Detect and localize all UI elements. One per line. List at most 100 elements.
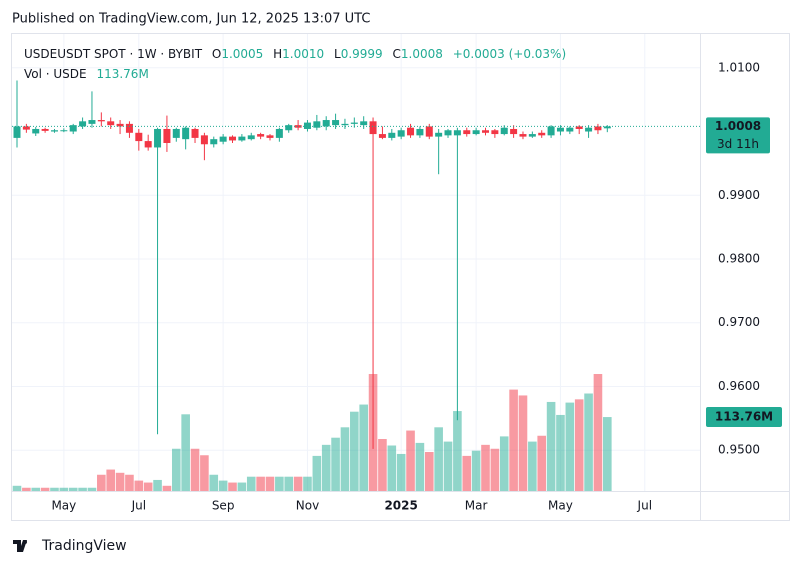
volume-bar [424, 452, 434, 491]
volume-layer [12, 374, 612, 491]
volume-bar [378, 439, 387, 491]
x-tick-label: 2025 [384, 499, 417, 513]
volume-bar [275, 476, 284, 491]
volume-bar [462, 455, 472, 491]
ohlc-value: 0.9999 [341, 47, 383, 61]
volume-bar [387, 445, 397, 491]
countdown: 3d 11h [717, 137, 759, 151]
candle-body [107, 121, 115, 126]
logo-text: TradingView [41, 538, 127, 554]
candle-body [463, 130, 471, 135]
volume-bar [518, 395, 528, 491]
candle-body [388, 132, 396, 138]
volume-bar [593, 374, 603, 491]
volume-bar [321, 444, 331, 491]
candle-body [200, 135, 208, 145]
candle-body [491, 130, 499, 135]
volume-bar [59, 487, 69, 491]
candle-body [144, 141, 152, 148]
volume-bar [162, 485, 172, 491]
candle-body [163, 128, 171, 143]
ohlc-label: H [273, 47, 282, 61]
candle-body [238, 136, 246, 141]
volume-bar [340, 427, 350, 491]
volume-bar [565, 402, 575, 491]
volume-bar [584, 393, 593, 491]
volume-bar [228, 482, 237, 491]
candle-body [22, 126, 30, 130]
candle-body [407, 127, 415, 136]
candle-body [594, 126, 602, 131]
volume-bar [40, 487, 50, 491]
candle-body [472, 130, 480, 135]
volume-bar [509, 389, 518, 491]
ohlc-value: 1.0005 [221, 47, 263, 61]
volume-bar [303, 476, 312, 491]
candle-body [519, 134, 527, 137]
candle-body [285, 125, 293, 131]
volume-bar [453, 411, 462, 491]
volume-bar [209, 474, 219, 491]
candle-body [32, 128, 40, 134]
volume-bar [78, 487, 87, 491]
volume-bar [12, 485, 22, 491]
y-tick-label: 0.9500 [718, 443, 760, 457]
volume-bar [237, 482, 247, 491]
y-tick-label: 0.9800 [718, 251, 760, 265]
candle-body [360, 121, 368, 126]
volume-bar [190, 448, 200, 491]
price-tag-label: 1.0008 [715, 119, 761, 133]
candle-body [350, 122, 358, 124]
volume-bar [115, 472, 125, 491]
volume-value: 113.76M [96, 67, 148, 81]
candle-body [50, 130, 58, 132]
volume-bar [331, 437, 340, 491]
volume-bar [359, 404, 368, 491]
candle-body [528, 134, 536, 137]
volume-tag-label: 113.76M [715, 410, 773, 424]
volume-bar [22, 487, 31, 491]
volume-bar [171, 448, 181, 491]
volume-bar [284, 476, 294, 491]
volume-bar [143, 482, 153, 491]
candle-body [229, 136, 237, 141]
volume-bar [481, 444, 490, 491]
volume-tag [706, 407, 782, 428]
change: +0.0003 (+0.03%) [453, 47, 566, 61]
candle-body [257, 134, 265, 137]
volume-bar [97, 474, 106, 491]
volume-name: Vol · USDE [24, 67, 87, 81]
candle-body [172, 128, 180, 138]
volume-bar [471, 450, 481, 491]
candle-body [510, 128, 518, 135]
candle-body [585, 127, 593, 132]
volume-bar [406, 430, 415, 491]
volume-bar [312, 455, 322, 491]
candle-body [378, 134, 386, 138]
candle-body [538, 132, 546, 136]
x-tick-label: Jul [131, 499, 146, 513]
chart-frame [11, 33, 790, 521]
volume-bar [153, 479, 162, 491]
candle-body [60, 130, 68, 132]
candle-body [500, 127, 508, 135]
volume-bar [106, 469, 115, 491]
volume-bar [50, 487, 59, 491]
volume-bar [443, 441, 453, 491]
candle-body [247, 135, 255, 140]
volume-legend: Vol · USDE 113.76M [24, 67, 149, 81]
x-tick-label: Nov [296, 499, 319, 513]
volume-bar [87, 487, 97, 491]
candle-body [219, 136, 227, 142]
x-tick-label: Jul [637, 499, 652, 513]
logo-dot [23, 540, 27, 544]
price-tag [706, 117, 770, 154]
candle-body [444, 130, 452, 136]
volume-bar [499, 436, 509, 491]
candle-body [41, 128, 49, 131]
y-tick-label: 1.0100 [718, 60, 760, 74]
candle-body [397, 130, 405, 137]
volume-bar [546, 401, 556, 491]
volume-bar [603, 417, 612, 491]
